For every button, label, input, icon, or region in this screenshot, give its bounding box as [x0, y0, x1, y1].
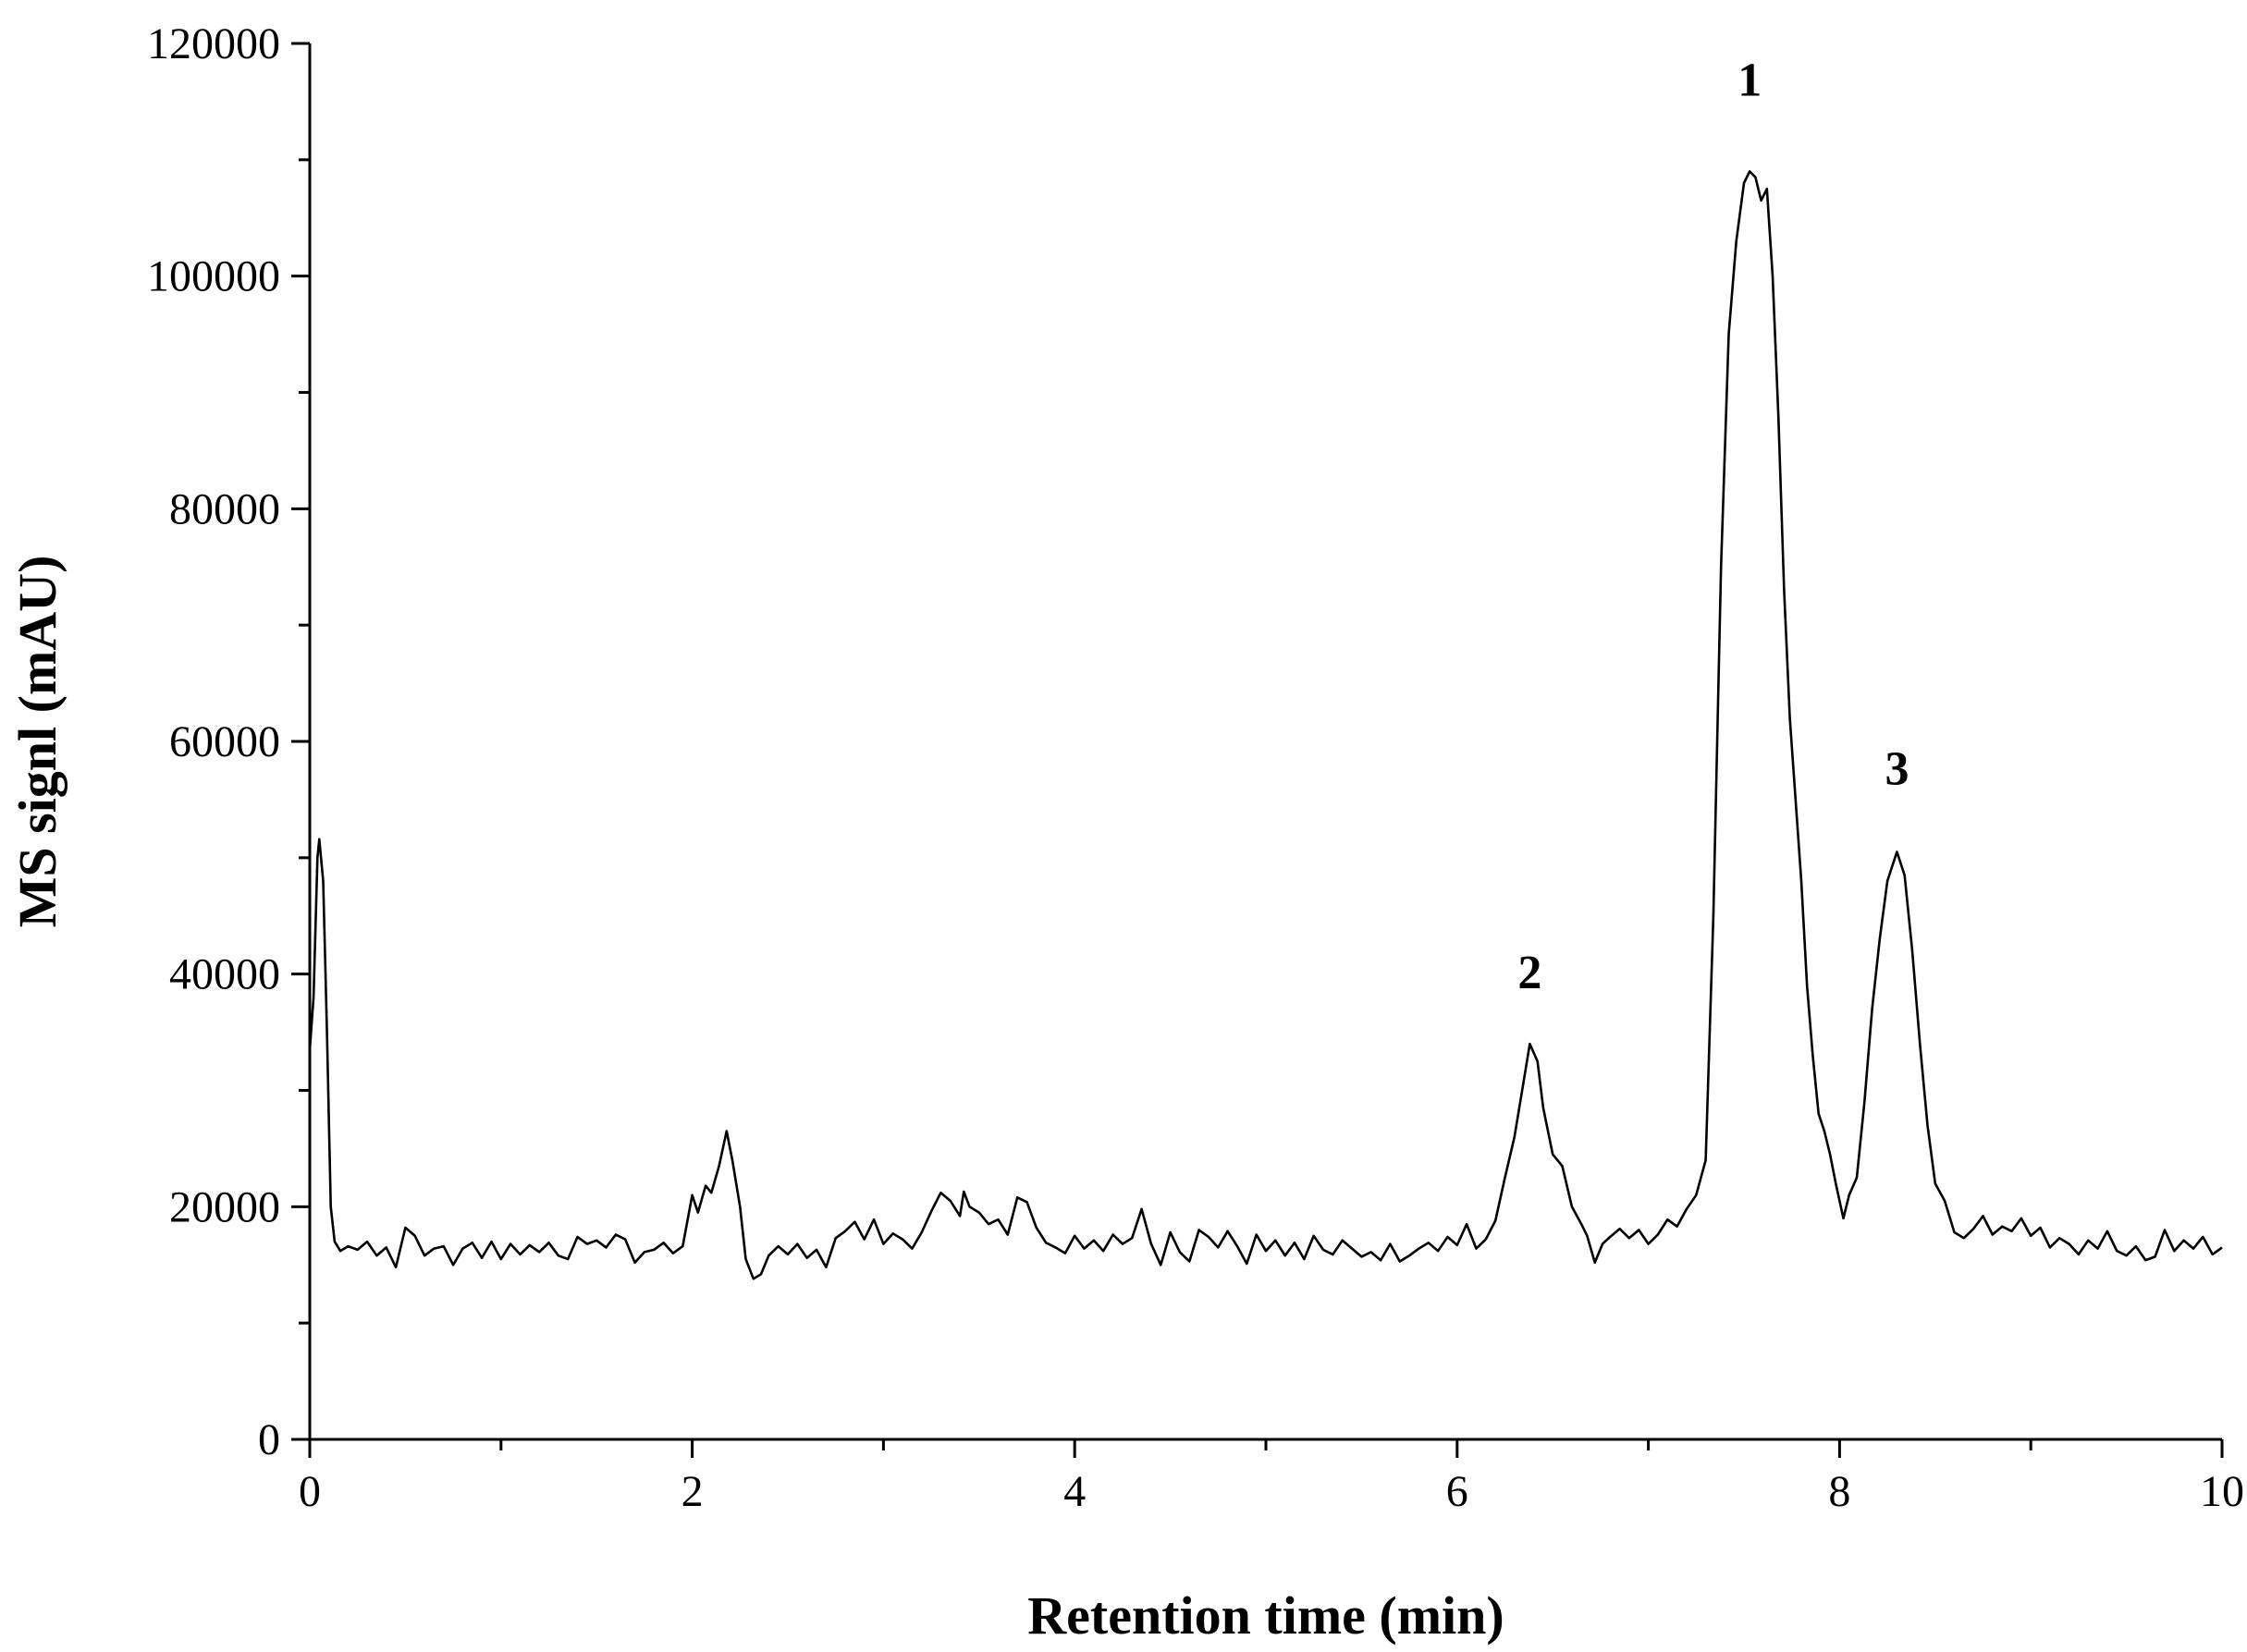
y-tick-label: 20000 — [169, 1182, 280, 1231]
peak-annotations: 1 2 3 — [1517, 55, 1909, 999]
x-tick-label: 10 — [2200, 1467, 2244, 1516]
y-tick-label: 0 — [258, 1415, 280, 1464]
x-tick-label: 4 — [1063, 1467, 1086, 1516]
axis-ticks — [291, 42, 2224, 1458]
axes — [308, 43, 2222, 1441]
y-tick-label: 120000 — [147, 19, 280, 68]
y-tick-label: 60000 — [169, 717, 280, 766]
y-axis-title: MS signl (mAU) — [7, 556, 68, 928]
tick-labels: 0 2 4 6 8 10 0 20000 40000 60000 80000 100000 120000 — [147, 19, 2244, 1516]
x-tick-label: 0 — [299, 1467, 321, 1516]
y-tick-label: 40000 — [169, 950, 280, 999]
x-tick-label: 6 — [1446, 1467, 1468, 1516]
x-tick-label: 2 — [681, 1467, 704, 1516]
y-tick-label: 100000 — [147, 252, 280, 301]
peak-label-2: 2 — [1517, 947, 1541, 999]
peak-label-1: 1 — [1737, 55, 1762, 107]
x-axis-title: Retention time (min) — [1027, 1585, 1504, 1646]
y-tick-label: 80000 — [169, 484, 280, 533]
ms-signal-trace — [308, 170, 2223, 1280]
x-tick-label: 8 — [1828, 1467, 1850, 1516]
peak-label-3: 3 — [1885, 743, 1909, 796]
